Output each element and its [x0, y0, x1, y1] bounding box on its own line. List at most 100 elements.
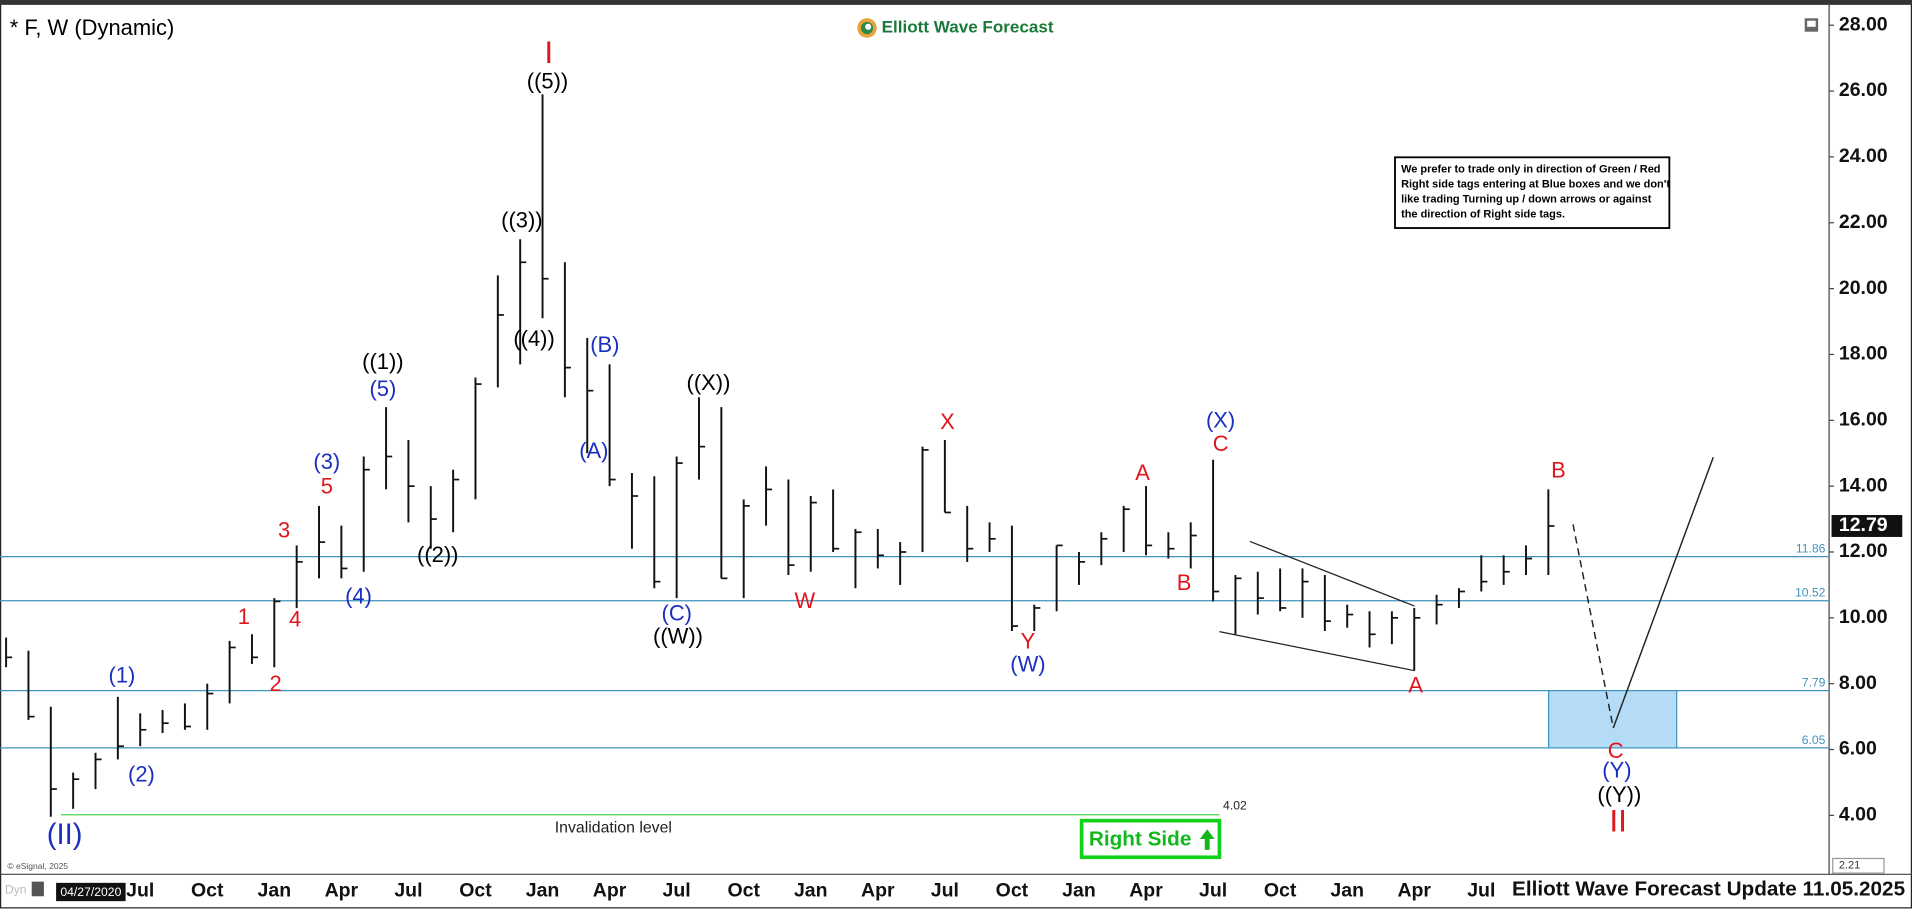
level-label: 6.05 [1802, 733, 1826, 747]
wave-label: (X) [1206, 408, 1235, 433]
wave-label: X [940, 409, 955, 434]
level-label: 11.86 [1796, 542, 1826, 556]
last-price: 12.79 [1839, 514, 1888, 536]
chart-title: * F, W (Dynamic) [10, 15, 175, 40]
footer: Elliott Wave Forecast Update 11.05.2025 [1512, 878, 1905, 901]
y-tick-label: 4.00 [1839, 804, 1877, 826]
x-tick-label: Oct [996, 880, 1029, 902]
wave-label: ((1)) [362, 349, 403, 374]
note-box [1394, 156, 1671, 229]
right-side-arrow [1199, 829, 1215, 850]
wave-label: C [1608, 738, 1624, 763]
x-tick-label: Jul [931, 880, 959, 902]
wave-label: W [794, 588, 815, 613]
y-tick-label: 8.00 [1839, 672, 1877, 694]
x-tick-label: Apr [861, 880, 895, 902]
x-tick-label: Jan [794, 880, 828, 902]
x-tick-label: Jul [126, 880, 154, 902]
y-tick-label: 10.00 [1839, 606, 1888, 628]
wave-label: (3) [313, 449, 340, 474]
y-tick-label: 16.00 [1839, 408, 1888, 430]
wave-label: ((2)) [417, 542, 458, 567]
wave-label: (II) [47, 819, 83, 851]
wave-label: ((4)) [513, 326, 554, 351]
top-border [0, 0, 1912, 5]
note-line: We prefer to trade only in direction of … [1401, 163, 1660, 175]
x-tick-label: Oct [191, 880, 224, 902]
last-price-box [1831, 515, 1903, 537]
wave-label: (W) [1010, 652, 1045, 677]
y-tick-label: 18.00 [1839, 343, 1888, 365]
x-tick-label: Jan [1062, 880, 1096, 902]
logo-icon-dot [865, 23, 872, 30]
x-tick-label: Jan [258, 880, 292, 902]
axis-end-box [1832, 857, 1885, 874]
window-icon-inner [1807, 20, 1816, 27]
triangle-lower [1219, 631, 1415, 672]
projection-up [1612, 457, 1714, 729]
x-tick-label: Jul [1467, 880, 1495, 902]
wave-label: (4) [345, 583, 372, 608]
y-tick-label: 24.00 [1839, 145, 1888, 167]
y-tick-label: 26.00 [1839, 79, 1888, 101]
invalidation-label: Invalidation level [555, 819, 672, 836]
wave-label: II [1609, 802, 1627, 838]
y-tick-label: 28.00 [1839, 13, 1888, 35]
level-label: 7.79 [1802, 675, 1826, 689]
wave-label: (5) [369, 376, 396, 401]
cursor-icon [31, 881, 44, 897]
triangle-upper [1249, 540, 1415, 607]
wave-label: B [1551, 458, 1566, 483]
invalidation-value: 4.02 [1223, 798, 1247, 812]
x-tick-label: Jul [663, 880, 691, 902]
x-tick-label: Apr [593, 880, 627, 902]
x-tick-label: Apr [325, 880, 359, 902]
x-tick-label: Jul [1199, 880, 1227, 902]
x-tick-label: Jul [394, 880, 422, 902]
x-tick-label: Oct [1264, 880, 1297, 902]
wave-label: (Y) [1602, 758, 1631, 783]
wave-label: ((5)) [527, 69, 568, 94]
y-tick-label: 20.00 [1839, 277, 1888, 299]
wave-label: I [544, 34, 553, 70]
wave-label: 2 [269, 671, 281, 696]
wave-label: 3 [278, 517, 290, 542]
wave-label: (1) [109, 663, 136, 688]
wave-label: ((3)) [501, 208, 542, 233]
cursor-date: 04/27/2020 [60, 885, 121, 899]
wave-label: (2) [128, 761, 155, 786]
right-side-tag: Right Side [1089, 828, 1191, 851]
wave-label: ((Y)) [1597, 782, 1641, 807]
note-line: the direction of Right side tags. [1401, 208, 1565, 220]
projection-down [1572, 524, 1614, 729]
note-line: like trading Turning up / down arrows or… [1401, 193, 1652, 205]
x-tick-label: Oct [459, 880, 492, 902]
wave-label: (B) [590, 332, 619, 357]
x-tick-label: Oct [727, 880, 760, 902]
wave-label: 4 [289, 606, 301, 631]
x-tick-label: Apr [1129, 880, 1163, 902]
right-side-tag-box [1079, 818, 1222, 860]
note-line: Right side tags entering at Blue boxes a… [1401, 178, 1670, 190]
wave-label: (C) [662, 600, 692, 625]
wave-label: C [1213, 431, 1229, 456]
y-tick-label: 22.00 [1839, 211, 1888, 233]
wave-label: 1 [238, 604, 250, 629]
level-label: 10.52 [1795, 586, 1826, 600]
wave-label: A [1135, 460, 1150, 485]
wave-label: ((X)) [687, 370, 731, 395]
logo-text: Elliott Wave Forecast [882, 18, 1054, 37]
wave-label: Y [1021, 628, 1036, 653]
corner-label: Dyn [5, 882, 27, 896]
cursor-date-box [56, 882, 126, 902]
x-tick-label: Apr [1397, 880, 1431, 902]
wave-label: 5 [321, 474, 333, 499]
axis-end-label: 2.21 [1839, 860, 1860, 872]
source: © eSignal, 2025 [7, 861, 68, 871]
x-tick-label: Jan [526, 880, 560, 902]
target-zone [1548, 689, 1678, 749]
x-tick-label: Jan [1330, 880, 1364, 902]
